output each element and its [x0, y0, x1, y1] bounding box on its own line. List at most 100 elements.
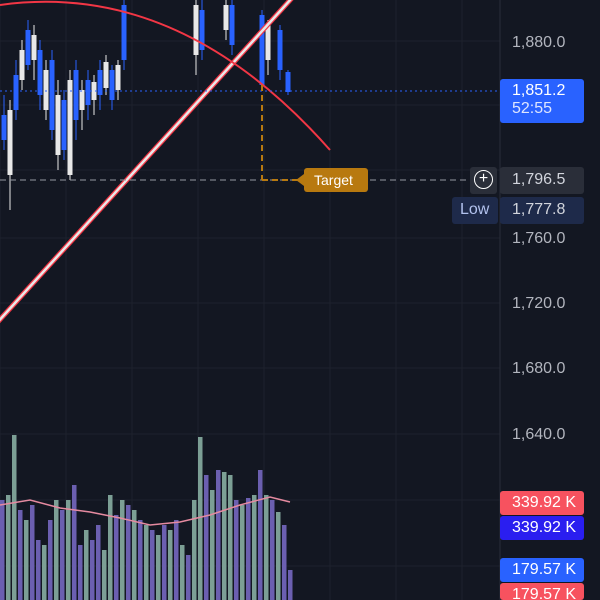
target-price-value: 1,796.5 [500, 167, 584, 194]
volume-bar [96, 525, 101, 600]
volume-bar [24, 520, 29, 600]
volume-bar [192, 500, 197, 600]
candle-body [1, 115, 7, 140]
candle-body [121, 5, 127, 60]
target-line-label[interactable]: Target [296, 168, 368, 192]
volume-bar [144, 525, 149, 600]
volume-bar [288, 570, 293, 600]
candle-body [103, 62, 109, 88]
volume-bar [102, 550, 107, 600]
volume-moving-average [0, 496, 291, 526]
candle-body [31, 35, 37, 60]
volume-bar [258, 470, 263, 600]
low-label: Low [452, 197, 498, 224]
candle-body [193, 5, 199, 55]
price-axis-label: 1,760.0 [512, 230, 566, 247]
volume-bar [162, 525, 167, 600]
candle-body [19, 50, 25, 80]
plus-circle-icon: + [474, 170, 493, 189]
volume-bar [108, 495, 113, 600]
volume-bar [180, 545, 185, 600]
candle-body [55, 95, 61, 155]
volume-bar [120, 500, 125, 600]
volume-bar [126, 505, 131, 600]
volume-bar [204, 475, 209, 600]
volume-bar [114, 515, 119, 600]
volume-bar [252, 495, 257, 600]
volume-bar [276, 512, 281, 600]
bar-countdown: 52:55 [512, 100, 553, 117]
candle-body [61, 100, 67, 150]
volume-bar [246, 498, 251, 600]
add-alert-button[interactable]: + [470, 167, 497, 194]
volume-tag: 179.57 K [500, 558, 584, 582]
volume-bar [72, 485, 77, 600]
volume-bar [168, 530, 173, 600]
volume-bar [234, 500, 239, 600]
candle-body [115, 65, 121, 90]
volume-bar [78, 545, 83, 600]
volume-bar [36, 540, 41, 600]
volume-bar [6, 495, 11, 600]
price-axis-label: 1,880.0 [512, 34, 566, 51]
price-axis-label: 1,640.0 [512, 426, 566, 443]
candle-body [109, 70, 115, 100]
volume-bar [48, 520, 53, 600]
volume-bar [84, 530, 89, 600]
candle-body [277, 30, 283, 70]
candle-body [97, 70, 103, 95]
volume-bar [42, 545, 47, 600]
candle-body [73, 70, 79, 120]
arc-drawing [0, 0, 331, 151]
volume-bar [174, 520, 179, 600]
candle-body [85, 80, 91, 105]
volume-bar [198, 437, 203, 600]
trendline-shadow [0, 0, 294, 324]
volume-bar [282, 525, 287, 600]
target-price-row: + 1,796.5 [470, 167, 584, 194]
volume-bar [54, 500, 59, 600]
price-axis-label: 1,680.0 [512, 360, 566, 377]
price-axis-label: 1,720.0 [512, 295, 566, 312]
volume-bar [264, 495, 269, 600]
candle-body [259, 15, 265, 85]
low-price-value: 1,777.8 [500, 197, 584, 224]
volume-bar [12, 435, 17, 600]
candle-body [43, 70, 49, 110]
candle-body [67, 80, 73, 175]
volume-bar [30, 505, 35, 600]
candle-body [223, 5, 229, 30]
candle-body [7, 110, 13, 175]
volume-bar [132, 510, 137, 600]
candle-body [265, 25, 271, 60]
candle-body [37, 50, 43, 95]
volume-bar [186, 555, 191, 600]
candle-body [91, 82, 97, 100]
trendline [0, 0, 292, 322]
volume-bar [60, 510, 65, 600]
volume-bar [210, 490, 215, 600]
volume-tag: 179.57 K [500, 583, 584, 600]
volume-bar [240, 505, 245, 600]
volume-bar [228, 475, 233, 600]
candle-body [79, 90, 85, 110]
candle-body [229, 5, 235, 45]
volume-bar [222, 472, 227, 600]
volume-bar [156, 535, 161, 600]
volume-bar [138, 520, 143, 600]
volume-bar [270, 500, 275, 600]
low-price-row: Low 1,777.8 [452, 197, 584, 224]
volume-bar [216, 470, 221, 600]
candle-body [25, 30, 31, 65]
volume-bar [0, 500, 5, 600]
candle-body [199, 10, 205, 50]
current-price-value: 1,851.2 [512, 82, 566, 99]
volume-bar [90, 540, 95, 600]
current-price-tag: 1,851.2 52:55 [500, 79, 584, 123]
candle-body [13, 75, 19, 110]
volume-bar [66, 500, 71, 600]
candle-body [285, 72, 291, 92]
volume-tag: 339.92 K [500, 491, 584, 515]
